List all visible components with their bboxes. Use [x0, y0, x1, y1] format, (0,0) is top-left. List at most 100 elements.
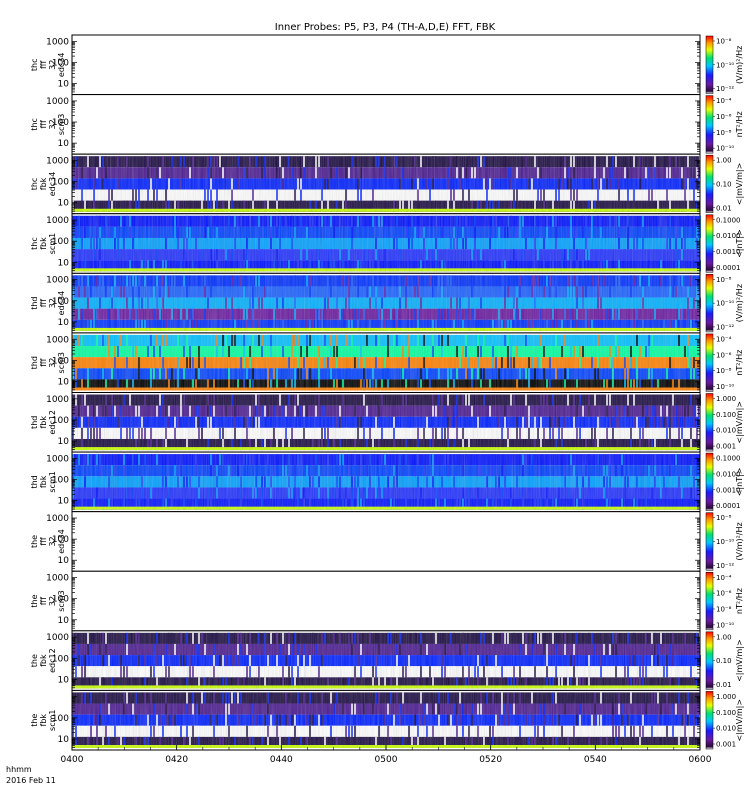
- panel-label-line: scm1: [48, 471, 57, 492]
- colorbar-tick-label: 1.00: [716, 633, 732, 641]
- colorbar-unit: <|mV/m|>: [735, 699, 744, 742]
- panel-label-line: 32: [48, 596, 57, 606]
- panel-label-line: scm3: [57, 352, 66, 373]
- panel-label: thd fff 32 edc34: [30, 291, 66, 316]
- panel-label-line: edc12: [48, 410, 57, 435]
- colorbar-tick-label: 0.100: [716, 709, 736, 717]
- ytick-label: 1000: [46, 97, 69, 107]
- panel-label-line: edc34: [57, 291, 66, 316]
- panel-label-line: fbk: [39, 475, 48, 488]
- ytick-label: 1000: [46, 37, 69, 47]
- xtick-label: 0500: [375, 755, 398, 765]
- panel-label-line: the: [30, 535, 39, 548]
- colorbar-tick-label: 0.01: [716, 204, 732, 212]
- ytick-label: 10: [58, 675, 70, 685]
- panel-label-line: scm1: [48, 709, 57, 730]
- panel-label-line: edc12: [48, 648, 57, 673]
- ytick-label: 1000: [46, 633, 69, 643]
- panel-label-line: edc34: [57, 53, 66, 78]
- panel-label-line: thc: [30, 237, 39, 250]
- colorbar-tick-label: 10⁻⁴: [716, 97, 732, 105]
- ytick-label: 10: [58, 258, 70, 268]
- colorbar-tick-label: 0.010: [716, 725, 736, 733]
- ytick-label: 10: [58, 497, 70, 507]
- xaxis-label: hhmm: [6, 765, 32, 774]
- panel-label: the fbk scm1: [30, 709, 57, 730]
- colorbar-tick-label: 10⁻⁸: [716, 367, 732, 375]
- panel-6: 1000 100 10 thd fff 32 scm3 10⁻⁴ 10⁻⁶ 10⁻⁸ 10⁻¹⁰nT…: [30, 332, 744, 393]
- panel-label: thc fbk scm1: [30, 233, 57, 254]
- colorbar-tick-label: 0.0001: [716, 264, 741, 272]
- colorbar-tick-label: 10⁻⁸: [716, 605, 732, 613]
- colorbar-tick-label: 10⁻⁶: [716, 113, 732, 121]
- colorbar: 10⁻⁸ 10⁻¹⁰ 10⁻¹²(V/m)²/Hz: [705, 512, 744, 571]
- panel-label-line: fff: [39, 120, 48, 129]
- colorbar: 10⁻⁸ 10⁻¹⁰ 10⁻¹²(V/m)²/Hz: [705, 274, 744, 333]
- colorbar-tick-label: 10⁻¹²: [716, 85, 734, 93]
- panel-plot-area: [72, 511, 700, 572]
- colorbar-tick-label: 0.001: [716, 741, 736, 749]
- colorbar-unit: <|nT|>: [735, 229, 744, 258]
- panel-label-line: fff: [39, 299, 48, 308]
- xtick-label: 0520: [479, 755, 502, 765]
- colorbar-tick-label: 10⁻¹²: [716, 323, 734, 331]
- ytick-label: 1000: [46, 454, 69, 464]
- colorbar-tick-label: 10⁻⁶: [716, 351, 732, 359]
- ytick-label: 10: [58, 556, 70, 566]
- panel-plot-area: [72, 571, 700, 631]
- panel-label: the fbk edc12: [30, 648, 57, 673]
- panel-label: the fff 32 scm3: [30, 590, 66, 611]
- panel-label-line: fbk: [39, 177, 48, 190]
- xtick-label: 0600: [689, 755, 712, 765]
- panel-label-line: thd: [30, 356, 39, 369]
- colorbar-tick-label: 0.010: [716, 427, 736, 435]
- panel-plot-area: [72, 94, 700, 155]
- panel-label-line: thc: [30, 178, 39, 191]
- ytick-label: 1000: [46, 574, 69, 584]
- colorbar-tick-label: 1.000: [716, 693, 736, 701]
- panel-5: 1000 100 10 thd fff 32 edc34 10⁻⁸ 10⁻¹⁰ 10⁻¹²(V/m…: [30, 272, 744, 334]
- colorbar-tick-label: 10⁻¹⁰: [716, 300, 734, 308]
- colorbar-tick-label: 10⁻⁶: [716, 590, 732, 598]
- colorbar-tick-label: 10⁻¹⁰: [716, 145, 734, 153]
- colorbar-tick-label: 0.0100: [716, 470, 741, 478]
- colorbar: 1.000 0.100 0.010 0.001<|mV/m|>: [705, 393, 744, 452]
- colorbar: 10⁻⁸ 10⁻¹⁰ 10⁻¹²(V/m)²/Hz: [705, 35, 744, 94]
- panel-2: 1000 100 10 thc fff 32 scm3 10⁻⁴ 10⁻⁶ 10⁻⁸ 10⁻¹⁰nT…: [30, 94, 744, 155]
- colorbar-tick-label: 0.01: [716, 681, 732, 689]
- panel-label-line: the: [30, 654, 39, 667]
- panel-label-line: edc34: [48, 172, 57, 197]
- spectrogram-image: [72, 215, 701, 272]
- ytick-label: 10: [58, 437, 70, 447]
- panel-label: thd fff 32 scm3: [30, 352, 66, 373]
- panel-label-line: 32: [48, 536, 57, 546]
- colorbar-unit: (V/m)²/Hz: [735, 46, 744, 84]
- panel-label-line: thd: [30, 475, 39, 488]
- colorbar-unit: <|nT|>: [735, 467, 744, 496]
- panel-label-line: 32: [48, 119, 57, 129]
- panel-label-line: the: [30, 594, 39, 607]
- colorbar-tick-label: 0.10: [716, 657, 732, 665]
- panel-label: thc fff 32 edc34: [30, 53, 66, 78]
- ytick-label: 100: [52, 237, 69, 247]
- colorbar-unit: nT²/Hz: [735, 350, 744, 376]
- colorbar-tick-label: 10⁻⁸: [716, 514, 732, 522]
- ytick-label: 10: [58, 377, 70, 387]
- panel-9: 1000 100 10 the fff 32 edc34 10⁻⁸ 10⁻¹⁰ 10⁻¹²(V/m…: [30, 511, 744, 572]
- ytick-label: 1000: [46, 276, 69, 286]
- ytick-label: 10: [58, 139, 70, 149]
- panel-plot-area: [72, 35, 700, 95]
- colorbar-tick-label: 0.1000: [716, 216, 741, 224]
- spectrogram-image: [72, 454, 700, 510]
- panel-label: thc fff 32 scm3: [30, 114, 66, 135]
- ytick-label: 100: [52, 535, 69, 545]
- colorbar-unit: <|mV/m|>: [735, 401, 744, 444]
- ytick-label: 100: [52, 297, 69, 307]
- colorbar: 0.1000 0.0100 0.0010 0.0001 <|nT|>: [705, 214, 744, 273]
- ytick-label: 100: [52, 58, 69, 68]
